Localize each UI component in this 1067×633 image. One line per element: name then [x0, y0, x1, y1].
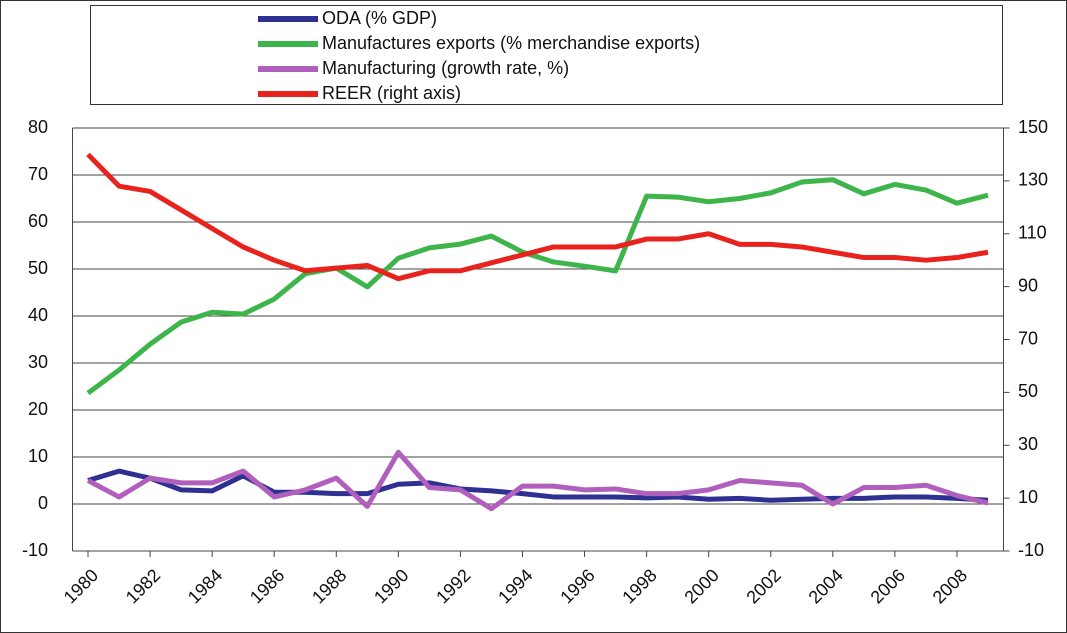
y-tick-label: 80	[28, 117, 48, 137]
series-line	[86, 449, 989, 512]
y2-tick-label: 150	[1018, 117, 1048, 137]
y2-tick-label: 30	[1018, 434, 1038, 454]
y-tick-label: 30	[28, 352, 48, 372]
y-tick-label: -10	[22, 540, 48, 560]
series-line	[86, 152, 989, 282]
y2-tick-label: 130	[1018, 170, 1048, 190]
y2-tick-label: 90	[1018, 275, 1038, 295]
y2-tick-label: 110	[1018, 223, 1047, 243]
legend-label: Manufacturing (growth rate, %)	[322, 58, 569, 78]
y-tick-label: 60	[28, 211, 48, 231]
legend-label: ODA (% GDP)	[322, 8, 437, 28]
y-tick-label: 0	[38, 493, 48, 513]
y2-tick-label: 50	[1018, 381, 1038, 401]
series-line	[87, 468, 989, 503]
y-tick-label: 40	[28, 305, 48, 325]
y-tick-label: 70	[28, 164, 48, 184]
y2-tick-label: 70	[1018, 328, 1038, 348]
y-tick-label: 50	[28, 258, 48, 278]
y-tick-label: 10	[28, 446, 48, 466]
y2-tick-label: -10	[1018, 540, 1044, 560]
y2-tick-label: 10	[1018, 487, 1038, 507]
legend-box	[90, 5, 1003, 105]
legend-label: Manufactures exports (% merchandise expo…	[322, 33, 700, 53]
legend-label: REER (right axis)	[322, 83, 461, 103]
y-tick-label: 20	[28, 399, 48, 419]
series-line	[86, 177, 989, 396]
